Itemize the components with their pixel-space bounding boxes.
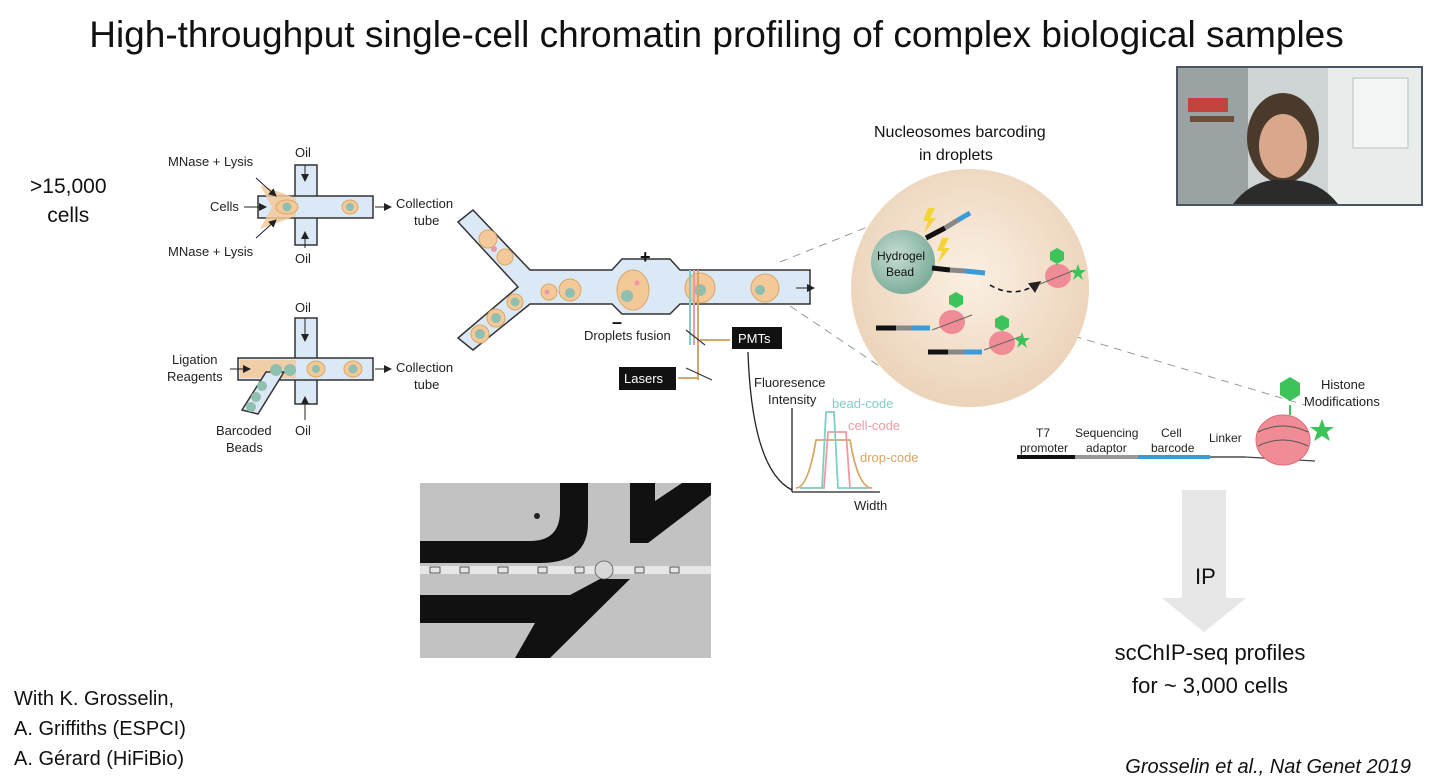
citation: Grosselin et al., Nat Genet 2019 [1125, 756, 1411, 778]
microfluidic-micrograph [420, 483, 711, 658]
collection-tube-label: tube [414, 213, 439, 228]
credit-line: With K. Grosselin, [14, 688, 175, 710]
lightning-icon [923, 208, 936, 233]
result-line-1: scChIP-seq profiles [1114, 640, 1306, 665]
cells-count-label: cells [47, 204, 90, 227]
barcoded-beads-label: Barcoded [216, 423, 272, 438]
nucleosome-title: Nucleosomes barcoding [874, 124, 1046, 141]
credit-line: A. Griffiths (ESPCI) [14, 718, 186, 740]
histone-mark-star-icon [1310, 419, 1334, 441]
lasers-label: Lasers [624, 371, 664, 386]
histone-mark-hexagon-icon [1280, 377, 1300, 401]
credits: With K. Grosselin, A. Griffiths (ESPCI) … [14, 684, 186, 774]
t7-promoter-label: T7 [1036, 426, 1050, 440]
hydrogel-bead-label: Hydrogel [877, 249, 925, 263]
mnase-lysis-bottom-label: MNase + Lysis [168, 244, 254, 259]
sequencing-adaptor-label: adaptor [1086, 441, 1127, 455]
oil-label: Oil [295, 423, 311, 438]
cells-count: >15,000 cells [30, 172, 107, 230]
fluorescence-plot [747, 351, 880, 493]
ligation-reagents-label: Ligation [172, 352, 218, 367]
bead-encapsulation-chip [230, 317, 392, 420]
credit-line: A. Gérard (HiFiBio) [14, 748, 185, 770]
result-text: scChIP-seq profiles for ~ 3,000 cells [1090, 636, 1330, 702]
sequencing-adaptor-label: Sequencing [1075, 426, 1138, 440]
bead-code-label: bead-code [832, 396, 893, 411]
slide-title: High-throughput single-cell chromatin pr… [89, 14, 1344, 55]
hydrogel-bead [871, 230, 935, 294]
micrograph-image [420, 483, 711, 658]
drop-code-trace [795, 439, 873, 489]
cell-barcode-label: Cell [1161, 426, 1182, 440]
collection-tube-label: Collection [396, 196, 453, 211]
fluorescence-xlabel: Width [854, 498, 887, 513]
histone-modifications-label: Modifications [1304, 394, 1380, 409]
oil-label: Oil [295, 251, 311, 266]
webcam-video[interactable] [1176, 66, 1423, 206]
cell-code-label: cell-code [848, 418, 900, 433]
collection-tube-label: Collection [396, 360, 453, 375]
barcoded-beads-label: Beads [226, 440, 263, 455]
histone-modifications-label: Histone [1321, 377, 1365, 392]
cell-barcode-label: barcode [1151, 441, 1195, 455]
ip-label: IP [1195, 564, 1216, 589]
ip-arrow [1162, 490, 1246, 632]
bead-code-trace [800, 411, 868, 489]
droplet-sphere [851, 169, 1089, 407]
lightning-icon [937, 238, 950, 263]
pmts-label: PMTs [738, 331, 771, 346]
nucleosome-title: in droplets [919, 147, 993, 164]
oil-label: Oil [295, 145, 311, 160]
cell-encapsulation-chip [244, 164, 392, 248]
lasers-box [619, 367, 676, 390]
t7-promoter-label: promoter [1020, 441, 1068, 455]
fluorescence-ylabel: Intensity [768, 392, 817, 407]
droplets-fusion-label: Droplets fusion [584, 328, 671, 343]
ligation-reagents-label: Reagents [167, 369, 223, 384]
barcode-construct [1017, 377, 1334, 466]
electrode-minus: – [612, 312, 622, 332]
fluorescence-ylabel: Fluoresence [754, 375, 826, 390]
collection-tube-label: tube [414, 377, 439, 392]
cells-count-value: >15,000 [30, 175, 107, 198]
mnase-lysis-top-label: MNase + Lysis [168, 154, 254, 169]
drop-code-label: drop-code [860, 450, 919, 465]
result-line-2: for ~ 3,000 cells [1132, 673, 1288, 698]
oil-label: Oil [295, 300, 311, 315]
pmts-box [732, 327, 782, 349]
linker-label: Linker [1209, 431, 1242, 445]
cells-label: Cells [210, 199, 239, 214]
fusion-channel [456, 208, 815, 381]
webcam-image [1178, 68, 1421, 204]
hydrogel-bead-label: Bead [886, 265, 914, 279]
electrode-plus: + [640, 247, 651, 267]
